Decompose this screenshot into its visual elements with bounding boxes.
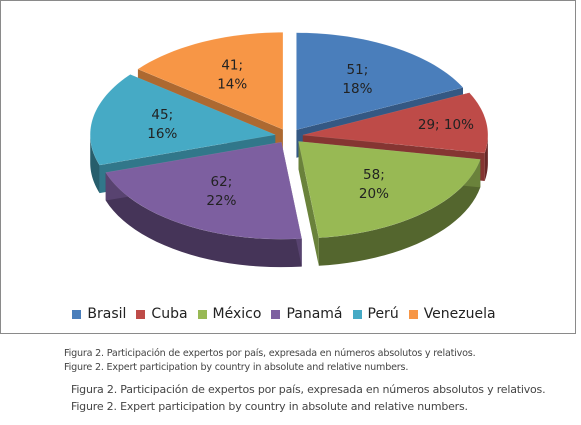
pie-chart: 51; 18% 29; 10% 58; 20% 62; 22% 45; 16% 41; 14%: [89, 32, 489, 268]
pie-slice-rim: [484, 135, 488, 182]
legend-swatch: [352, 309, 362, 319]
legend-item-perú: Perú: [352, 306, 399, 322]
caption-small-line2: Figure 2. Expert participation by countr…: [64, 362, 409, 373]
pie-slice-rim: [90, 134, 100, 194]
pie-slice-rim: [318, 159, 481, 266]
data-label-méxico: 58; 20%: [359, 167, 389, 202]
legend-item-méxico: México: [197, 306, 262, 322]
data-label-brasil: 51; 18%: [342, 62, 372, 97]
legend-label: Perú: [367, 306, 399, 322]
legend-label: Venezuela: [423, 306, 496, 322]
legend-label: Brasil: [87, 306, 127, 322]
legend-label: México: [212, 306, 262, 322]
caption-large-line1: Figura 2. Participación de expertos por …: [71, 383, 546, 396]
legend-item-cuba: Cuba: [136, 306, 188, 322]
legend-swatch: [408, 309, 418, 319]
pie-slice-cuba: [302, 92, 489, 154]
legend: Brasil Cuba México Panamá Perú Venezuela: [1, 304, 577, 324]
data-label-panamá: 62; 22%: [206, 174, 236, 209]
data-label-venezuela: 41; 14%: [217, 57, 247, 92]
legend-label: Panamá: [286, 306, 343, 322]
caption-large-line2: Figure 2. Expert participation by countr…: [71, 400, 468, 413]
legend-item-panamá: Panamá: [271, 306, 343, 322]
pie-label-layer: 51; 18% 29; 10% 58; 20% 62; 22% 45; 16% 41; 14%: [147, 57, 474, 209]
pie-slice-wall: [298, 141, 319, 266]
pie-top-layer: [89, 32, 489, 240]
legend-swatch: [72, 309, 82, 319]
legend-swatch: [136, 309, 146, 319]
pie-slice-venezuela: [137, 32, 284, 130]
caption-large: Figura 2. Participación de expertos por …: [71, 381, 546, 415]
legend-swatch: [271, 309, 281, 319]
pie-slice-perú: [89, 74, 277, 166]
legend-swatch: [197, 309, 207, 319]
legend-item-venezuela: Venezuela: [408, 306, 496, 322]
caption-small: Figura 2. Participación de expertos por …: [64, 347, 476, 375]
pie-slice-rim: [105, 172, 302, 268]
pie-slice-méxico: [298, 141, 481, 239]
data-label-cuba: 29; 10%: [418, 117, 474, 133]
chart-frame: 51; 18% 29; 10% 58; 20% 62; 22% 45; 16% 41; 14% Br…: [0, 0, 576, 334]
pie-slice-panamá: [105, 141, 303, 240]
data-label-perú: 45; 16%: [147, 107, 177, 142]
caption-small-line1: Figura 2. Participación de expertos por …: [64, 348, 476, 359]
pie-slice-brasil: [296, 32, 464, 131]
legend-item-brasil: Brasil: [72, 306, 126, 322]
legend-label: Cuba: [151, 306, 188, 322]
